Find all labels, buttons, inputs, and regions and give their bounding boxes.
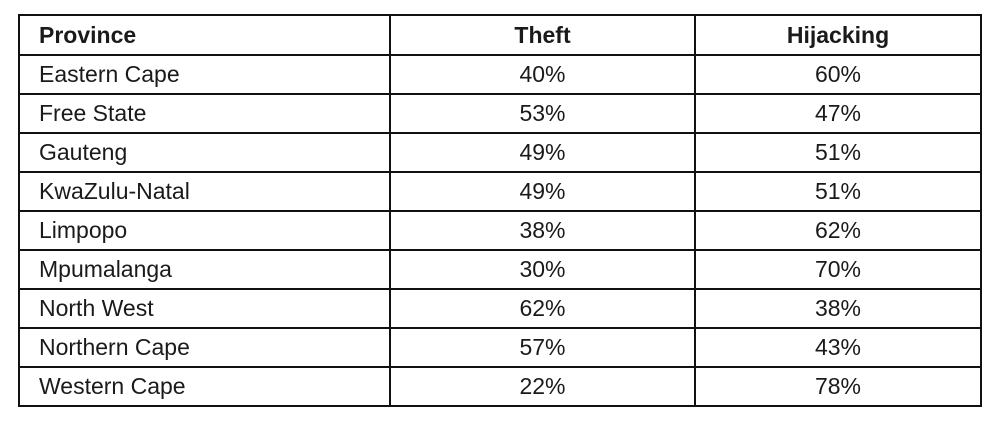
hijacking-cell: 78% <box>694 366 982 407</box>
province-cell: KwaZulu-Natal <box>18 171 391 212</box>
table-row: Eastern Cape 40% 60% <box>18 54 982 95</box>
header-hijacking: Hijacking <box>694 14 982 56</box>
hijacking-cell: 51% <box>694 132 982 173</box>
table-row: Western Cape 22% 78% <box>18 366 982 407</box>
hijacking-cell: 47% <box>694 93 982 134</box>
table-row: Free State 53% 47% <box>18 93 982 134</box>
province-cell: Eastern Cape <box>18 54 391 95</box>
theft-cell: 30% <box>389 249 696 290</box>
header-province: Province <box>18 14 391 56</box>
table-row: Mpumalanga 30% 70% <box>18 249 982 290</box>
hijacking-cell: 62% <box>694 210 982 251</box>
header-row: Province Theft Hijacking <box>18 14 982 56</box>
theft-cell: 22% <box>389 366 696 407</box>
hijacking-cell: 60% <box>694 54 982 95</box>
table-row: Limpopo 38% 62% <box>18 210 982 251</box>
theft-cell: 62% <box>389 288 696 329</box>
province-cell: Mpumalanga <box>18 249 391 290</box>
province-cell: Gauteng <box>18 132 391 173</box>
province-cell: Free State <box>18 93 391 134</box>
province-cell: Limpopo <box>18 210 391 251</box>
province-cell: Western Cape <box>18 366 391 407</box>
theft-cell: 49% <box>389 171 696 212</box>
province-cell: Northern Cape <box>18 327 391 368</box>
table-row: Gauteng 49% 51% <box>18 132 982 173</box>
hijacking-cell: 51% <box>694 171 982 212</box>
theft-cell: 38% <box>389 210 696 251</box>
table-row: KwaZulu-Natal 49% 51% <box>18 171 982 212</box>
table-row: North West 62% 38% <box>18 288 982 329</box>
header-theft: Theft <box>389 14 696 56</box>
hijacking-cell: 70% <box>694 249 982 290</box>
province-cell: North West <box>18 288 391 329</box>
province-crime-table: Province Theft Hijacking Eastern Cape 40%… <box>18 14 982 407</box>
hijacking-cell: 38% <box>694 288 982 329</box>
theft-cell: 49% <box>389 132 696 173</box>
table-row: Northern Cape 57% 43% <box>18 327 982 368</box>
hijacking-cell: 43% <box>694 327 982 368</box>
theft-cell: 40% <box>389 54 696 95</box>
theft-cell: 53% <box>389 93 696 134</box>
theft-cell: 57% <box>389 327 696 368</box>
